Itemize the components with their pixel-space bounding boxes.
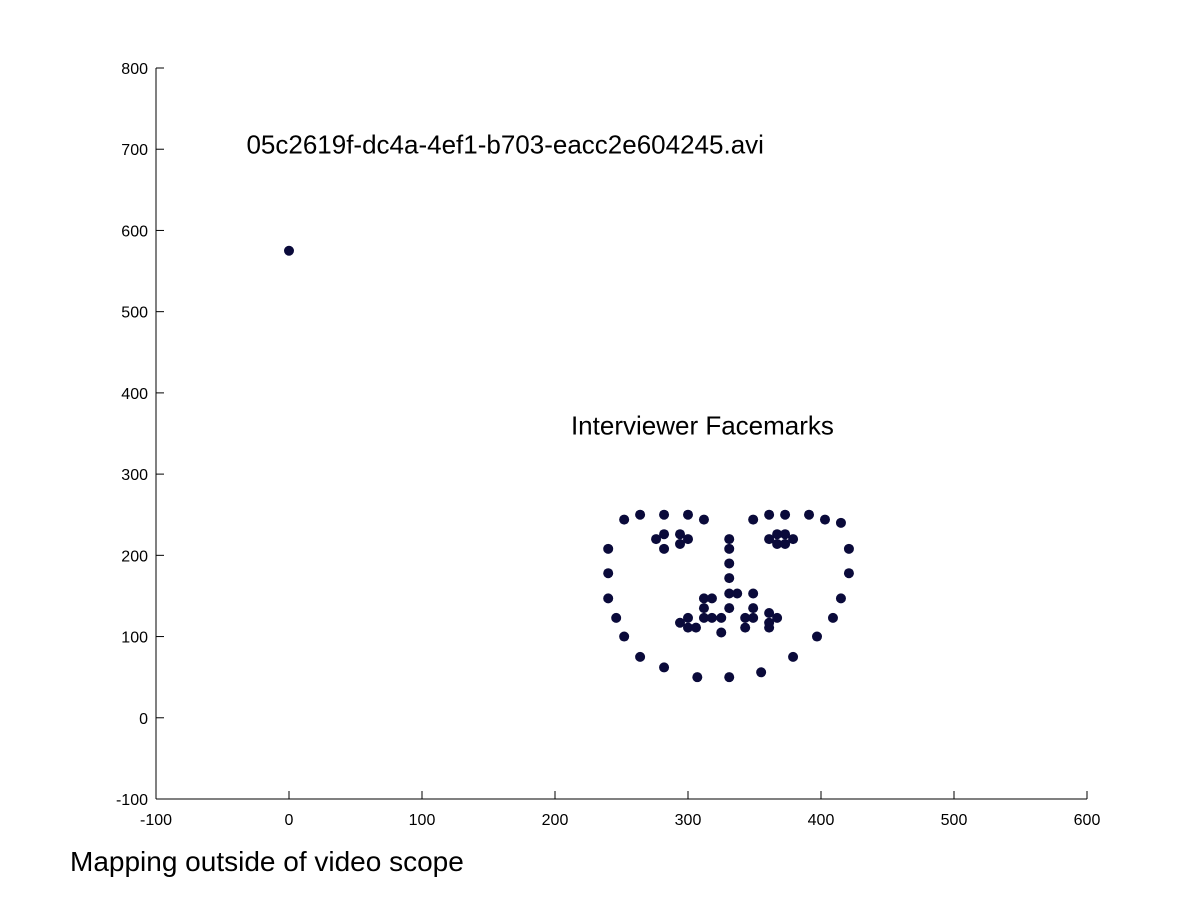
y-tick-label: -100 <box>116 792 148 809</box>
data-point <box>683 622 693 633</box>
data-point <box>764 617 775 628</box>
data-point <box>843 543 854 554</box>
data-point <box>675 538 686 549</box>
data-point <box>619 514 630 525</box>
data-point <box>284 245 294 256</box>
y-tick-label: 400 <box>121 386 148 403</box>
data-point <box>635 509 646 520</box>
x-tick-label: 300 <box>675 812 702 829</box>
axes <box>155 68 1087 800</box>
data-point <box>756 667 767 678</box>
data-point <box>835 593 846 604</box>
data-point <box>706 593 717 604</box>
tick-labels: -100 0 100 200 300 400 500 600 -100 0 100 200 300 400… <box>116 61 1100 829</box>
x-tick-label: 400 <box>808 812 835 829</box>
data-point <box>835 517 846 528</box>
data-point <box>683 612 693 623</box>
data-point <box>651 534 662 545</box>
data-points <box>284 245 854 683</box>
tick-marks <box>155 67 1088 800</box>
x-tick-label: 600 <box>1074 812 1101 829</box>
data-point <box>690 622 701 633</box>
data-point <box>659 662 670 673</box>
data-point <box>603 568 614 579</box>
x-tick-label: 500 <box>941 812 968 829</box>
data-point <box>659 543 670 554</box>
data-point <box>843 568 854 579</box>
data-point <box>635 651 646 662</box>
x-tick-label: 100 <box>409 812 436 829</box>
data-point <box>675 617 686 628</box>
data-point <box>780 509 791 520</box>
data-point <box>772 529 783 540</box>
data-point <box>764 509 775 520</box>
data-point <box>698 612 709 623</box>
y-tick-label: 100 <box>121 630 148 647</box>
x-tick-label: -100 <box>140 812 172 829</box>
y-tick-label: 0 <box>139 711 148 728</box>
data-point <box>748 588 759 599</box>
data-point <box>659 509 670 520</box>
data-point <box>716 627 727 638</box>
data-point <box>692 672 703 683</box>
data-point <box>698 593 709 604</box>
data-point <box>724 573 735 584</box>
data-point <box>740 612 751 623</box>
data-point <box>683 509 693 520</box>
y-tick-label: 200 <box>121 548 148 565</box>
data-point <box>827 612 838 623</box>
data-point <box>788 651 799 662</box>
data-point <box>772 612 783 623</box>
data-point <box>819 514 830 525</box>
annotations: 05c2619f-dc4a-4ef1-b703-eacc2e604245.avi… <box>246 129 833 440</box>
data-point <box>748 514 759 525</box>
data-point <box>780 529 791 540</box>
data-point <box>724 543 735 554</box>
data-point <box>716 612 727 623</box>
y-tick-label: 800 <box>121 61 148 78</box>
data-point <box>804 509 815 520</box>
data-point <box>772 538 783 549</box>
data-point <box>603 543 614 554</box>
data-point <box>724 588 735 599</box>
data-point <box>788 534 799 545</box>
data-point <box>724 672 735 683</box>
data-point <box>698 514 709 525</box>
data-point <box>706 612 717 623</box>
data-point <box>724 534 735 545</box>
data-point <box>619 631 630 642</box>
data-point <box>698 603 709 614</box>
data-point <box>748 603 759 614</box>
data-point <box>732 588 743 599</box>
y-tick-label: 600 <box>121 223 148 240</box>
data-point <box>780 538 791 549</box>
annotation-text: 05c2619f-dc4a-4ef1-b703-eacc2e604245.avi <box>246 129 764 159</box>
y-tick-label: 300 <box>121 467 148 484</box>
data-point <box>724 558 735 569</box>
data-point <box>764 534 775 545</box>
data-point <box>764 608 775 619</box>
data-point <box>683 534 693 545</box>
data-point <box>611 612 622 623</box>
data-point <box>659 529 670 540</box>
y-tick-label: 700 <box>121 142 148 159</box>
data-point <box>740 622 751 633</box>
data-point <box>812 631 823 642</box>
x-tick-label: 0 <box>285 812 294 829</box>
y-tick-label: 500 <box>121 305 148 322</box>
data-point <box>724 603 735 614</box>
annotation-text: Interviewer Facemarks <box>571 410 834 440</box>
data-point <box>603 593 614 604</box>
data-point <box>675 529 686 540</box>
caption: Mapping outside of video scope <box>70 846 464 877</box>
data-point <box>748 612 759 623</box>
x-tick-label: 200 <box>542 812 569 829</box>
